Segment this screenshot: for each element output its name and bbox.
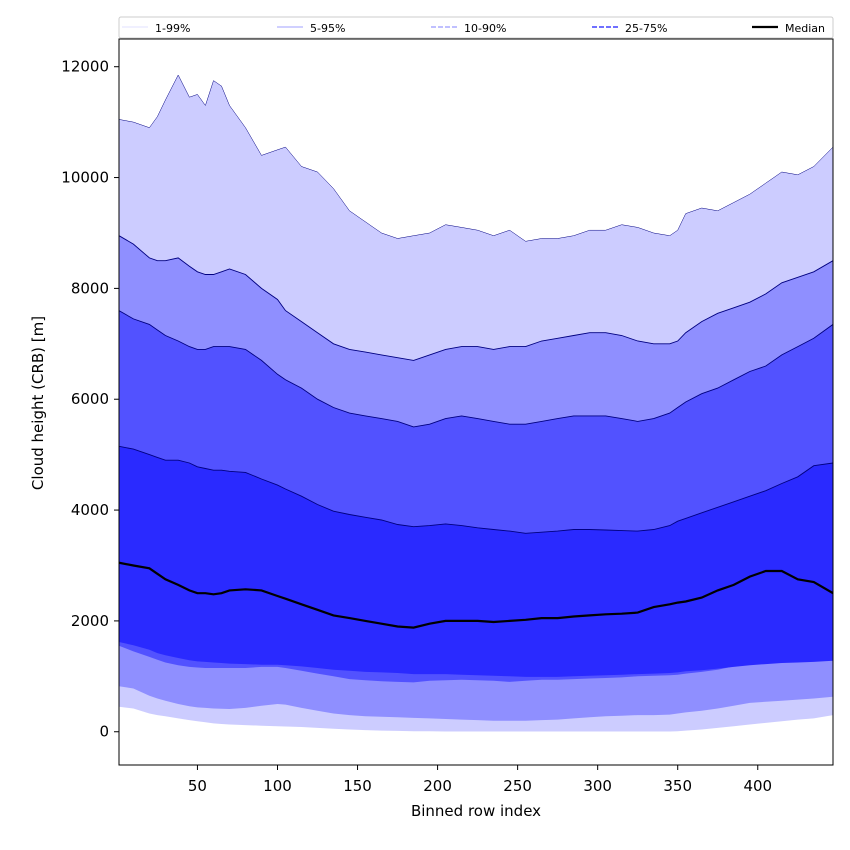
- x-tick-label-100: 100: [263, 777, 292, 795]
- legend: 1-99% 5-95% 10-90% 25-75% Median: [118, 16, 834, 39]
- legend-box: [118, 16, 834, 39]
- band-10-90-upper-edge: [119, 310, 833, 428]
- x-axis-label: Binned row index: [411, 802, 541, 820]
- axes: 50 100 150 200 250 300 350 40002000400060008000…: [61, 38, 834, 795]
- plot-frame: [118, 38, 834, 766]
- y-tick-label-4000: 4000: [71, 501, 109, 519]
- band-5-95-upper-edge: [119, 235, 833, 361]
- legend-label-median: Median: [785, 22, 825, 35]
- y-tick-label-10000: 10000: [61, 169, 109, 187]
- x-tick-label-300: 300: [583, 777, 612, 795]
- x-tick-label-200: 200: [423, 777, 452, 795]
- legend-label-band-1-99: 1-99%: [155, 22, 190, 35]
- y-axis-label: Cloud height (CRB) [m]: [29, 316, 47, 490]
- y-tick-label-8000: 8000: [71, 279, 109, 297]
- plot-area: [119, 74, 833, 732]
- x-tick-label-350: 350: [663, 777, 692, 795]
- x-tick-label-400: 400: [743, 777, 772, 795]
- x-tick-label-250: 250: [503, 777, 532, 795]
- legend-label-band-25-75: 25-75%: [625, 22, 667, 35]
- bands-group: [119, 74, 833, 732]
- y-tick-label-12000: 12000: [61, 58, 109, 76]
- y-tick-label-0: 0: [99, 723, 109, 741]
- band-25-75-area: [119, 446, 833, 677]
- x-tick-label-150: 150: [343, 777, 372, 795]
- y-tick-label-6000: 6000: [71, 390, 109, 408]
- legend-label-band-5-95: 5-95%: [310, 22, 345, 35]
- band-25-75-upper-edge: [119, 445, 833, 534]
- legend-label-band-10-90: 10-90%: [464, 22, 506, 35]
- median-line: [119, 561, 833, 629]
- y-tick-label-2000: 2000: [71, 612, 109, 630]
- x-tick-label-50: 50: [188, 777, 207, 795]
- band-1-99-upper-edge: [119, 74, 833, 242]
